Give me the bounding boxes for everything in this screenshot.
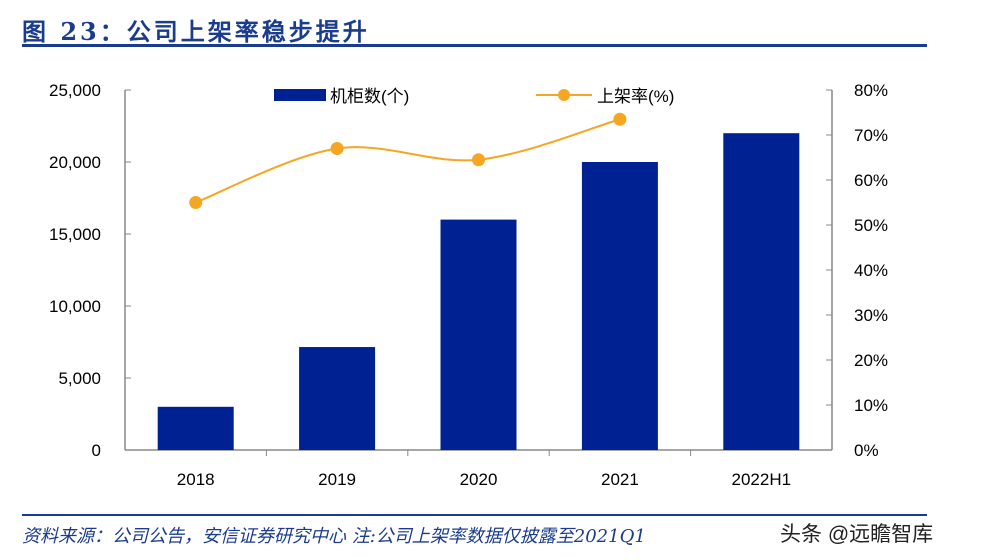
footer-rule (22, 514, 927, 516)
right-tick-label: 40% (854, 261, 888, 280)
right-tick-label: 60% (854, 171, 888, 190)
bar-2018 (157, 406, 234, 450)
bar-2020 (440, 219, 517, 450)
line-point-2021 (613, 112, 627, 126)
title-rule (22, 44, 927, 47)
source-note: 资料来源：公司公告，安信证券研究中心 注:公司上架率数据仅披露至2021Q1 (22, 526, 646, 547)
x-tick-label: 2018 (177, 470, 215, 489)
legend-label-bar: 机柜数(个) (330, 87, 409, 106)
chart: 0 5,000 10,000 15,000 20,000 25,000 0% 10% 20% 30… (49, 81, 888, 489)
line-point-2020 (472, 153, 485, 167)
legend-swatch-marker (558, 89, 570, 101)
left-tick-label: 10,000 (49, 297, 101, 316)
x-tick-label: 2019 (318, 470, 356, 489)
right-tick-label: 70% (854, 126, 888, 145)
line-point-2018 (189, 196, 203, 209)
bar-2019 (299, 347, 376, 450)
left-tick-label: 20,000 (49, 153, 101, 172)
x-tick-label: 2022H1 (732, 470, 792, 489)
legend-swatch-bar (274, 89, 326, 101)
left-tick-label: 15,000 (49, 225, 101, 244)
right-tick-label: 80% (854, 81, 888, 100)
left-tick-label: 0 (92, 441, 101, 460)
right-tick-label: 20% (854, 351, 888, 370)
left-tick-label: 5,000 (58, 369, 101, 388)
x-tick-label: 2021 (601, 470, 639, 489)
line-point-2019 (330, 142, 344, 155)
figure-title: 图 23：公司上架率稳步提升 (22, 17, 370, 46)
watermark: 头条 @远瞻智库 (780, 523, 934, 546)
legend-label-line: 上架率(%) (597, 87, 674, 106)
left-tick-label: 25,000 (49, 81, 101, 100)
x-tick-label: 2020 (460, 470, 498, 489)
bar-2022H1 (723, 133, 800, 450)
right-tick-label: 30% (854, 306, 888, 325)
bar-2021 (581, 162, 658, 450)
right-tick-label: 0% (854, 441, 879, 460)
right-tick-label: 50% (854, 216, 888, 235)
right-tick-label: 10% (854, 396, 888, 415)
line-series (195, 118, 621, 204)
